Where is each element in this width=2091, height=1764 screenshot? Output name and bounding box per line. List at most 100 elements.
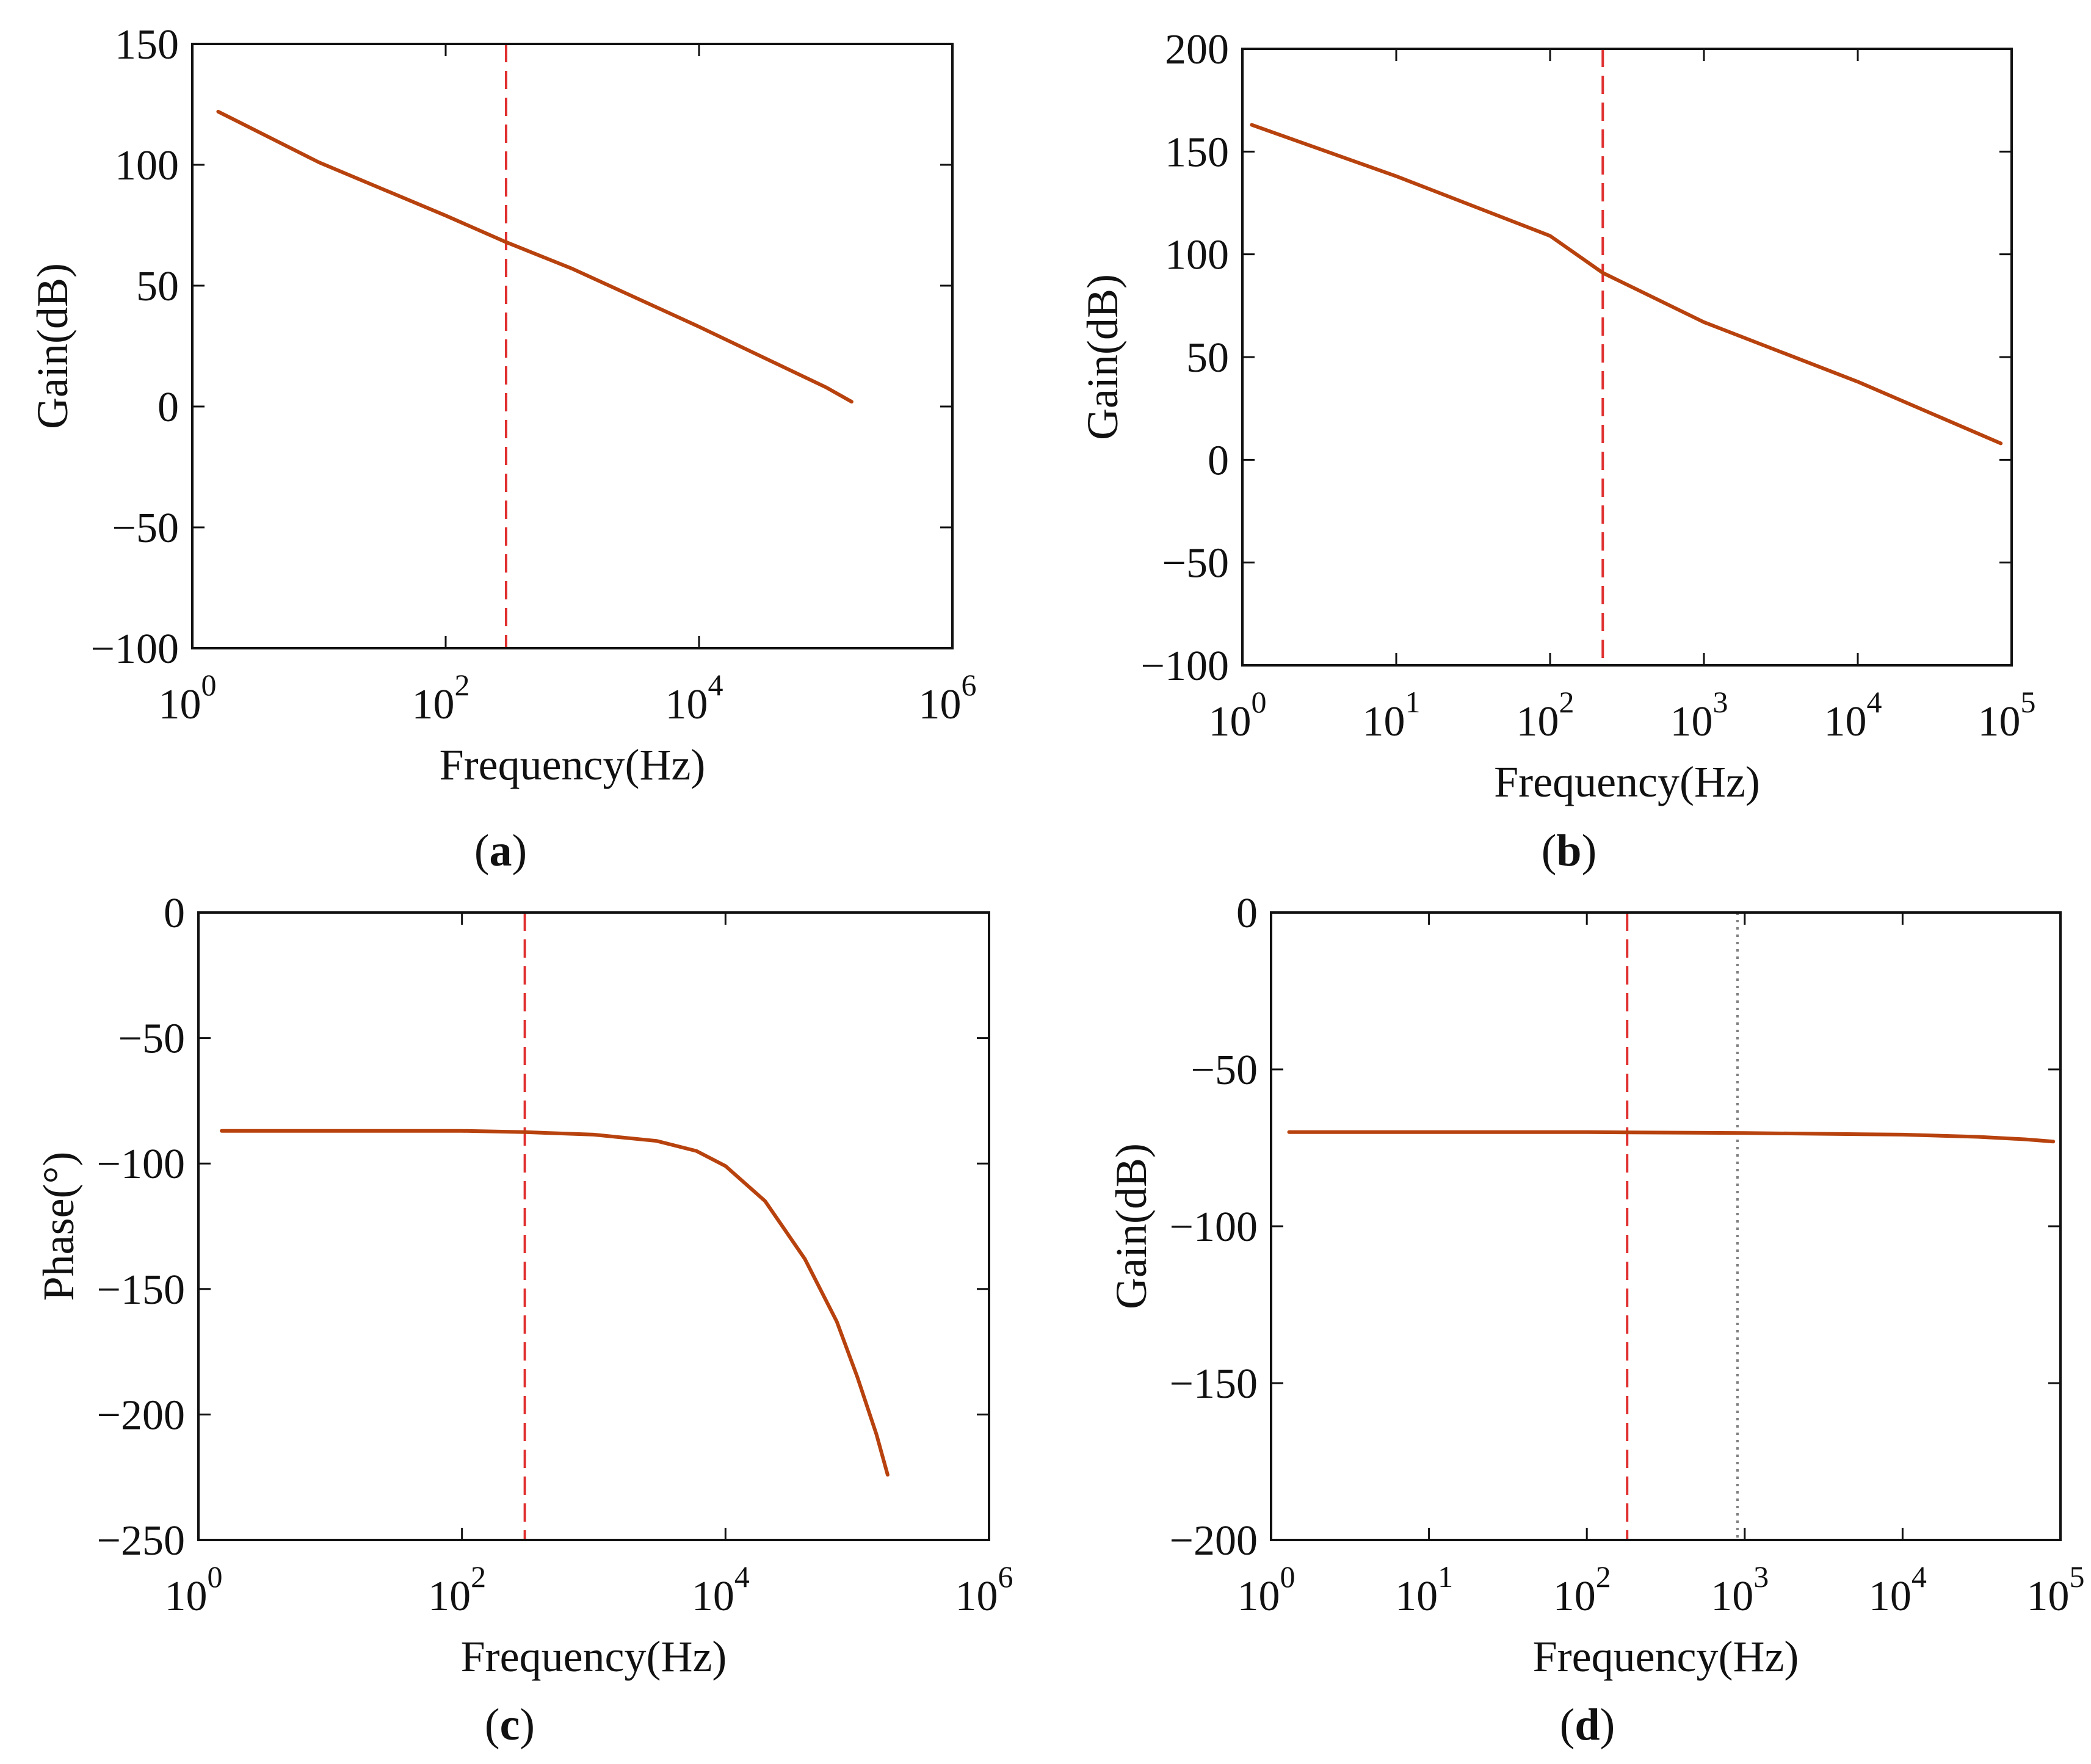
x-tick-label: 102 <box>1517 685 1575 745</box>
y-tick-label: 150 <box>1165 129 1229 176</box>
y-axis-label: Gain(dB) <box>28 263 77 429</box>
x-tick-exponent: 1 <box>1438 1560 1453 1594</box>
x-tick-label: 103 <box>1711 1560 1769 1620</box>
x-tick-label: 105 <box>2027 1560 2085 1620</box>
y-tick-label: −50 <box>112 505 179 552</box>
y-tick-label: 150 <box>115 21 179 68</box>
x-tick-exponent: 6 <box>962 668 977 702</box>
x-tick-base: 10 <box>1824 698 1867 745</box>
x-tick-base: 10 <box>692 1573 734 1620</box>
x-tick-base: 10 <box>1238 1573 1280 1620</box>
x-tick-label: 101 <box>1363 685 1421 745</box>
y-tick-label: −250 <box>97 1517 185 1564</box>
x-tick-label: 106 <box>919 668 977 728</box>
x-tick-base: 10 <box>165 1573 208 1620</box>
x-tick-base: 10 <box>428 1573 471 1620</box>
x-tick-exponent: 3 <box>1713 685 1728 719</box>
y-axis-label: Phase(°) <box>34 1152 83 1301</box>
y-tick-label: 50 <box>136 263 179 310</box>
y-tick-label: −50 <box>118 1016 185 1063</box>
x-tick-exponent: 4 <box>708 668 723 702</box>
x-tick-exponent: 0 <box>1252 685 1267 719</box>
y-tick-label: −100 <box>1141 643 1229 690</box>
y-tick-label: 0 <box>164 890 185 937</box>
x-tick-exponent: 2 <box>1559 685 1575 719</box>
y-tick-label: −100 <box>91 626 179 673</box>
x-tick-label: 100 <box>165 1560 223 1620</box>
y-tick-label: −200 <box>1170 1517 1258 1564</box>
x-tick-base: 10 <box>665 681 708 728</box>
x-tick-exponent: 4 <box>1867 685 1882 719</box>
y-tick-label: −150 <box>1170 1361 1258 1408</box>
y-axis-label: Gain(dB) <box>1107 1143 1156 1309</box>
x-tick-exponent: 2 <box>471 1560 486 1594</box>
y-tick-label: 0 <box>158 384 179 431</box>
plot-frame <box>1270 911 2062 1541</box>
x-tick-label: 103 <box>1670 685 1728 745</box>
series-line-gain <box>216 109 853 404</box>
x-tick-base: 10 <box>1395 1573 1438 1620</box>
x-tick-label: 100 <box>159 668 217 728</box>
x-tick-exponent: 3 <box>1753 1560 1769 1594</box>
y-tick-label: 50 <box>1186 334 1229 381</box>
x-tick-base: 10 <box>1517 698 1559 745</box>
y-tick-label: 100 <box>115 142 179 189</box>
x-tick-base: 10 <box>919 681 962 728</box>
x-tick-exponent: 0 <box>208 1560 223 1594</box>
x-axis-label: Frequency(Hz) <box>461 1632 727 1681</box>
x-tick-exponent: 0 <box>201 668 217 702</box>
panel-caption: (a) <box>474 826 527 876</box>
panel-caption-letter: b <box>1556 826 1581 876</box>
x-tick-label: 102 <box>428 1560 486 1620</box>
x-axis-label: Frequency(Hz) <box>1533 1632 1799 1681</box>
x-tick-exponent: 5 <box>2021 685 2036 719</box>
x-tick-label: 102 <box>1553 1560 1611 1620</box>
plot-frame <box>1241 48 2013 667</box>
x-tick-exponent: 2 <box>1596 1560 1611 1594</box>
x-tick-exponent: 2 <box>455 668 470 702</box>
y-tick-label: 0 <box>1236 890 1258 937</box>
x-tick-base: 10 <box>1363 698 1405 745</box>
y-tick-label: −50 <box>1162 540 1229 587</box>
x-tick-exponent: 0 <box>1280 1560 1296 1594</box>
y-tick-label: −100 <box>1170 1204 1258 1251</box>
x-tick-exponent: 1 <box>1405 685 1421 719</box>
x-tick-base: 10 <box>1711 1573 1753 1620</box>
x-tick-label: 105 <box>1978 685 2036 745</box>
x-tick-base: 10 <box>1670 698 1713 745</box>
y-tick-label: 200 <box>1165 26 1229 73</box>
panel-caption: (d) <box>1560 1700 1615 1750</box>
panel-caption: (c) <box>485 1700 535 1750</box>
series-line-gain <box>1250 123 2003 446</box>
plot-frame <box>191 43 954 649</box>
panel-caption-letter: c <box>500 1700 520 1750</box>
x-tick-base: 10 <box>955 1573 998 1620</box>
series-line-gain <box>1287 1130 2056 1144</box>
x-tick-base: 10 <box>1869 1573 1912 1620</box>
y-tick-label: 100 <box>1165 232 1229 279</box>
plot-frame <box>197 911 990 1541</box>
x-tick-label: 100 <box>1209 685 1267 745</box>
x-tick-base: 10 <box>2027 1573 2070 1620</box>
panel-caption-letter: a <box>490 826 512 876</box>
x-tick-label: 102 <box>412 668 470 728</box>
x-tick-label: 101 <box>1395 1560 1453 1620</box>
x-tick-base: 10 <box>1553 1573 1596 1620</box>
y-tick-label: −200 <box>97 1392 185 1439</box>
x-tick-label: 100 <box>1238 1560 1296 1620</box>
x-tick-base: 10 <box>159 681 201 728</box>
y-tick-label: 0 <box>1208 437 1229 484</box>
x-tick-exponent: 4 <box>1912 1560 1927 1594</box>
y-tick-label: −50 <box>1191 1047 1258 1094</box>
x-tick-exponent: 6 <box>998 1560 1013 1594</box>
x-axis-label: Frequency(Hz) <box>440 740 706 789</box>
x-tick-base: 10 <box>1978 698 2021 745</box>
x-tick-label: 104 <box>665 668 723 728</box>
panel-caption: (b) <box>1542 826 1596 876</box>
x-tick-base: 10 <box>1209 698 1252 745</box>
x-tick-exponent: 5 <box>2070 1560 2085 1594</box>
